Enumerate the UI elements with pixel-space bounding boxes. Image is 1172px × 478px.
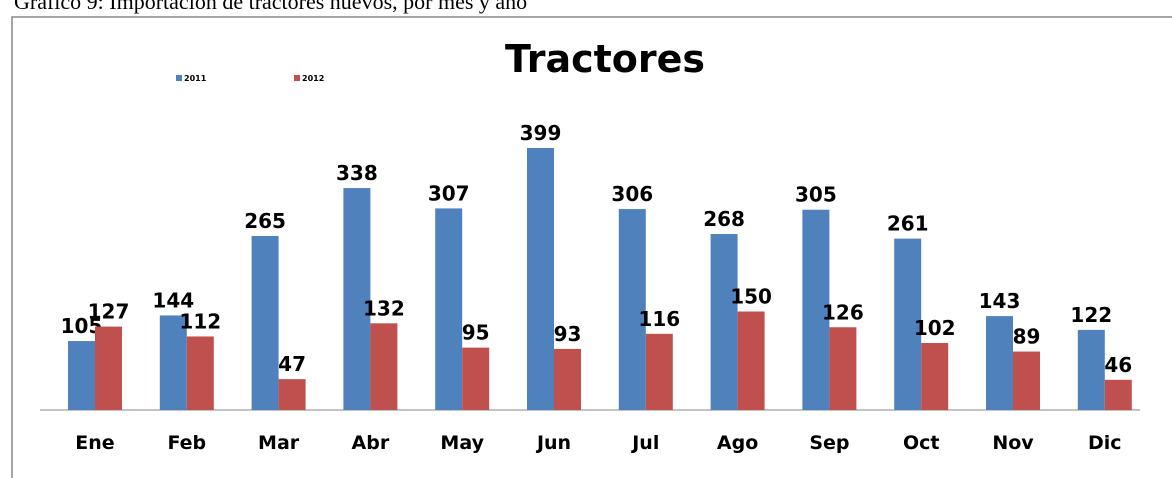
bar <box>462 347 490 410</box>
bar <box>95 326 122 410</box>
data-label: 399 <box>520 121 562 145</box>
data-label: 268 <box>703 207 745 231</box>
x-tick-label: Jul <box>630 432 659 454</box>
data-label: 46 <box>1104 353 1132 377</box>
data-label: 144 <box>152 288 194 312</box>
caption: Gráfico 9: Importación de tractores nuev… <box>14 0 527 14</box>
chart-title: Tractores <box>505 37 705 81</box>
data-label: 126 <box>822 300 864 324</box>
legend-swatch <box>294 75 300 81</box>
legend-swatch <box>176 75 182 81</box>
x-tick-label: Abr <box>352 432 390 454</box>
bar <box>527 148 554 410</box>
data-label: 95 <box>462 321 490 345</box>
data-label: 338 <box>336 161 378 185</box>
x-tick-label: Mar <box>258 432 300 454</box>
bar <box>921 343 949 410</box>
data-label: 307 <box>428 181 470 205</box>
data-label: 112 <box>179 309 221 333</box>
bar <box>554 348 581 410</box>
bar <box>986 316 1013 410</box>
x-tick-label: Oct <box>903 432 940 454</box>
bar <box>1077 329 1105 410</box>
data-label: 150 <box>730 285 772 309</box>
legend-label: 2012 <box>302 74 324 83</box>
bar <box>159 315 187 410</box>
bar <box>1104 379 1132 410</box>
data-label: 89 <box>1013 325 1041 349</box>
data-label: 132 <box>363 296 405 320</box>
bar <box>710 234 738 410</box>
bar <box>186 336 214 410</box>
bar <box>618 209 646 410</box>
bar <box>370 323 398 410</box>
bar <box>251 235 279 410</box>
bar <box>435 208 463 410</box>
x-tick-label: Jun <box>535 432 571 454</box>
data-label: 127 <box>88 300 130 324</box>
data-label: 305 <box>795 183 837 207</box>
chart-border <box>11 16 1172 478</box>
x-tick-label: May <box>440 432 484 454</box>
data-label: 306 <box>611 182 653 206</box>
x-tick-label: Nov <box>992 432 1034 454</box>
data-label: 122 <box>1070 303 1112 327</box>
data-label: 116 <box>638 307 680 331</box>
bar <box>278 379 306 410</box>
x-tick-label: Feb <box>167 432 206 454</box>
data-label: 261 <box>887 212 929 236</box>
bar <box>343 188 371 410</box>
bar <box>68 341 95 410</box>
bar <box>737 311 765 410</box>
bar <box>802 209 830 410</box>
bar <box>645 333 673 410</box>
data-label: 102 <box>914 316 956 340</box>
x-tick-label: Ago <box>717 432 758 454</box>
data-label: 47 <box>278 352 306 376</box>
data-label: 143 <box>979 289 1021 313</box>
x-tick-label: Ene <box>75 432 114 454</box>
x-tick-label: Sep <box>809 432 849 454</box>
bar <box>894 238 922 410</box>
bar <box>1013 351 1040 410</box>
bar <box>829 327 857 410</box>
x-tick-label: Dic <box>1088 432 1122 454</box>
legend-label: 2011 <box>184 74 207 83</box>
data-label: 265 <box>244 209 286 233</box>
data-label: 93 <box>554 322 582 346</box>
